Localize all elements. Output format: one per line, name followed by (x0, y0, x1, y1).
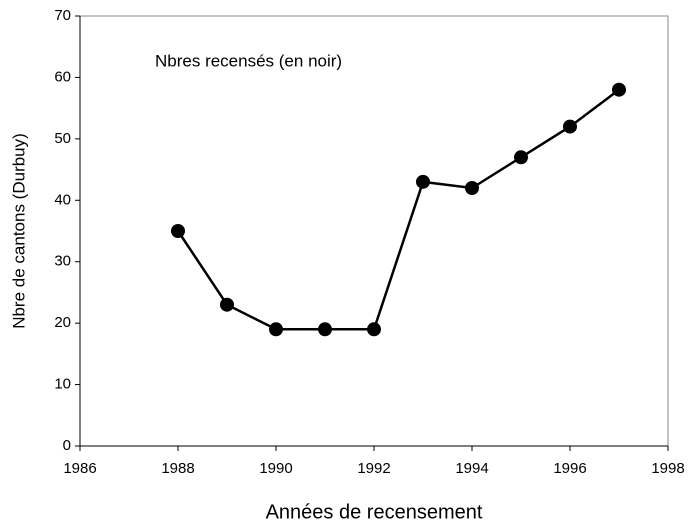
y-tick-label: 10 (54, 376, 71, 393)
data-point (220, 297, 234, 312)
y-tick-label: 0 (63, 437, 71, 454)
annotation: Nbres recensés (en noir) (155, 51, 342, 70)
x-axis-title: Années de recensement (266, 501, 483, 523)
data-line (176, 88, 620, 331)
x-tick-label: 1986 (63, 460, 96, 477)
data-point (171, 224, 185, 238)
data-point (318, 322, 332, 337)
x-tick-label: 1994 (455, 460, 488, 477)
y-tick-label: 40 (54, 191, 71, 208)
data-point (367, 322, 381, 337)
data-point (465, 181, 479, 195)
x-tick-label: 1992 (357, 460, 390, 477)
y-tick-label: 20 (54, 314, 71, 331)
data-point (416, 174, 430, 189)
y-tick-label: 50 (54, 130, 71, 147)
y-axis-title: Nbre de cantons (Durbuy) (9, 133, 28, 329)
y-tick-label: 30 (54, 253, 71, 270)
y-tick-label: 70 (54, 7, 71, 24)
data-point (269, 322, 283, 337)
x-tick-label: 1988 (161, 460, 194, 477)
x-tick-label: 1990 (259, 460, 292, 477)
plot-frame (79, 15, 669, 447)
y-tick-label: 60 (54, 68, 71, 85)
x-tick-label: 1996 (553, 460, 586, 477)
data-point (563, 119, 577, 134)
x-tick-label: 1998 (651, 460, 684, 477)
data-point (612, 82, 626, 97)
data-point (514, 150, 528, 165)
